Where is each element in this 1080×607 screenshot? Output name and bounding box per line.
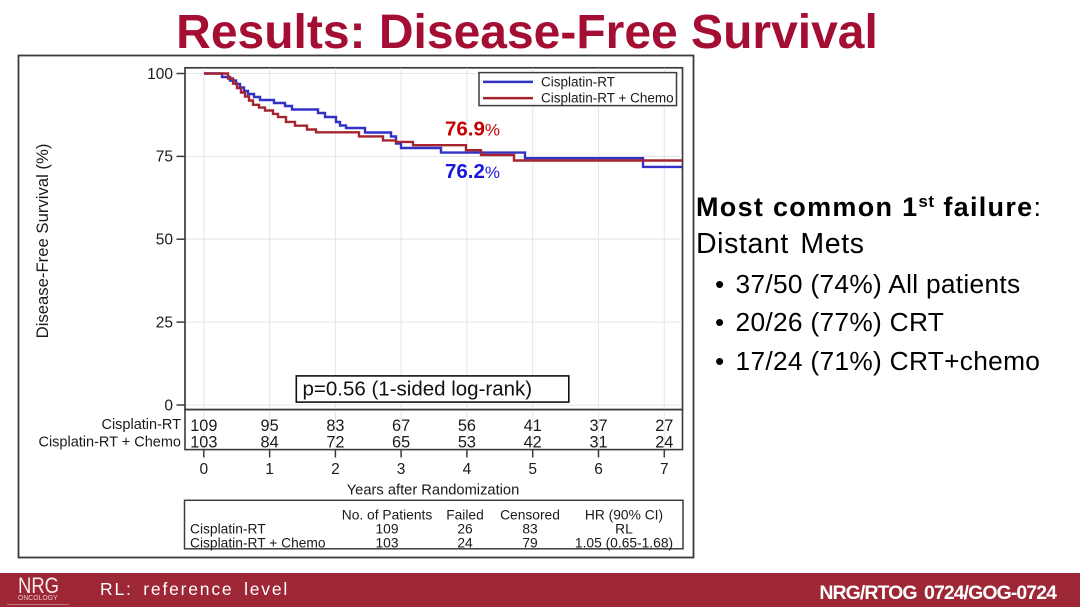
- svg-text:26: 26: [457, 521, 473, 536]
- svg-text:Censored: Censored: [500, 507, 560, 522]
- svg-text:No. of Patients: No. of Patients: [342, 507, 433, 522]
- svg-text:4: 4: [463, 461, 472, 478]
- svg-text:31: 31: [589, 434, 607, 452]
- svg-text:Disease-Free Survival (%): Disease-Free Survival (%): [33, 144, 52, 339]
- svg-text:37: 37: [589, 417, 607, 435]
- svg-text:25: 25: [156, 314, 173, 331]
- svg-text:RL: RL: [615, 521, 633, 536]
- svg-text:Failed: Failed: [446, 507, 484, 522]
- svg-text:24: 24: [457, 536, 473, 551]
- svg-text:2: 2: [331, 461, 340, 478]
- svg-text:72: 72: [326, 434, 344, 452]
- svg-text:0: 0: [199, 461, 208, 478]
- svg-text:Cisplatin-RT + Chemo: Cisplatin-RT + Chemo: [190, 536, 326, 551]
- svg-text:50: 50: [156, 232, 174, 249]
- svg-text:5: 5: [528, 461, 537, 478]
- svg-text:103: 103: [190, 434, 217, 452]
- svg-text:109: 109: [190, 417, 217, 435]
- svg-text:0: 0: [164, 397, 173, 414]
- svg-text:27: 27: [655, 417, 673, 435]
- svg-text:56: 56: [458, 417, 476, 435]
- svg-text:75: 75: [156, 149, 173, 166]
- svg-text:3: 3: [397, 461, 406, 478]
- svg-text:p=0.56 (1-sided log-rank): p=0.56 (1-sided log-rank): [303, 378, 533, 401]
- svg-text:109: 109: [375, 521, 398, 536]
- svg-text:100: 100: [147, 66, 173, 83]
- svg-text:76.2%: 76.2%: [445, 160, 500, 183]
- svg-text:76.9%: 76.9%: [445, 118, 500, 141]
- svg-text:Cisplatin-RT: Cisplatin-RT: [101, 417, 181, 433]
- svg-text:83: 83: [326, 417, 344, 435]
- svg-text:103: 103: [375, 536, 398, 551]
- svg-text:1.05 (0.65-1.68): 1.05 (0.65-1.68): [575, 536, 673, 551]
- svg-text:24: 24: [655, 434, 673, 452]
- svg-text:Cisplatin-RT: Cisplatin-RT: [541, 74, 615, 89]
- svg-text:83: 83: [522, 521, 538, 536]
- svg-text:65: 65: [392, 434, 410, 452]
- svg-text:Cisplatin-RT: Cisplatin-RT: [190, 521, 266, 536]
- svg-text:6: 6: [594, 461, 603, 478]
- svg-text:Years after Randomization: Years after Randomization: [347, 483, 520, 499]
- svg-text:53: 53: [458, 434, 476, 452]
- svg-text:Cisplatin-RT + Chemo: Cisplatin-RT + Chemo: [38, 435, 181, 451]
- svg-text:84: 84: [261, 434, 279, 452]
- svg-text:1: 1: [265, 461, 274, 478]
- svg-text:42: 42: [524, 434, 542, 452]
- svg-text:Cisplatin-RT + Chemo: Cisplatin-RT + Chemo: [541, 91, 674, 106]
- svg-text:95: 95: [261, 417, 279, 435]
- svg-text:7: 7: [660, 461, 669, 478]
- svg-text:HR (90% CI): HR (90% CI): [585, 507, 663, 522]
- svg-text:41: 41: [524, 417, 542, 435]
- svg-text:67: 67: [392, 417, 410, 435]
- svg-text:79: 79: [522, 536, 538, 551]
